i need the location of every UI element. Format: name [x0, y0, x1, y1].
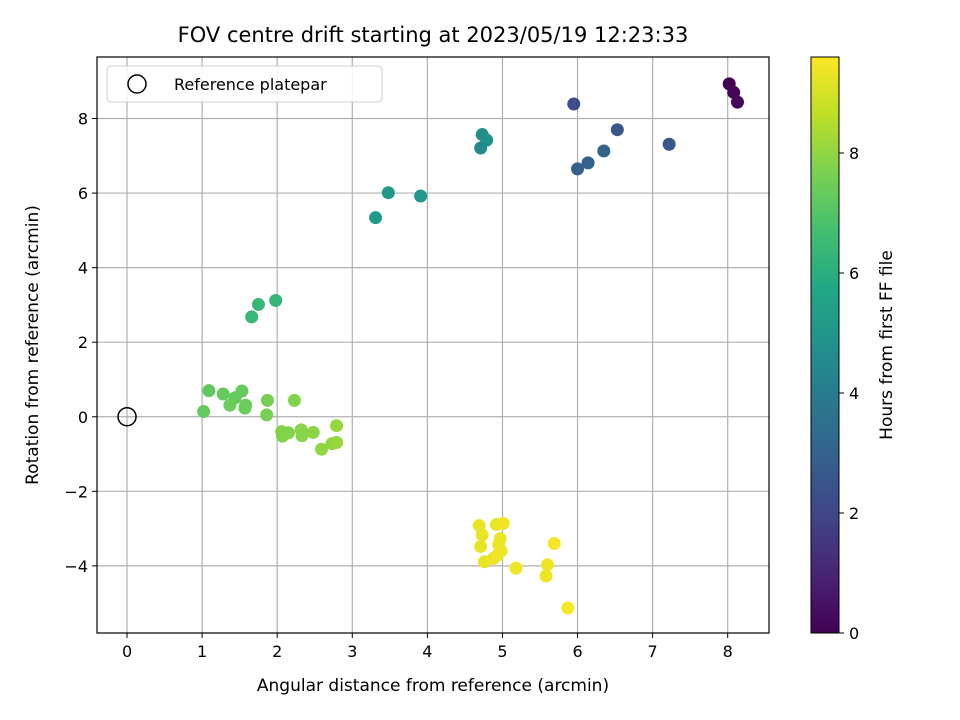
x-tick-label: 3: [347, 642, 357, 661]
data-point: [245, 310, 259, 324]
data-point: [238, 401, 252, 415]
y-tick-label: 6: [78, 184, 88, 203]
y-axis-ticks: −4 −2 0 2 4 6 8: [64, 110, 97, 576]
colorbar-tick-label: 4: [849, 384, 859, 403]
colorbar-title: Hours from first FF file: [877, 250, 897, 440]
data-point: [269, 293, 283, 307]
data-point: [223, 398, 237, 412]
data-point: [547, 537, 561, 551]
data-point: [275, 429, 289, 443]
x-axis-title: Angular distance from reference (arcmin): [257, 676, 609, 696]
data-point: [197, 405, 211, 419]
legend-label: Reference platepar: [174, 75, 327, 94]
reference-marker: [117, 407, 137, 427]
y-tick-label: 8: [78, 110, 88, 129]
y-tick-label: −4: [64, 557, 88, 576]
data-point: [369, 211, 383, 225]
legend-box: [106, 65, 383, 103]
data-point: [541, 558, 555, 572]
colorbar-tick-label: 6: [849, 264, 859, 283]
data-point: [315, 442, 329, 456]
y-axis-title: Rotation from reference (arcmin): [23, 205, 43, 485]
x-tick-label: 7: [648, 642, 658, 661]
x-tick-label: 0: [122, 642, 132, 661]
x-tick-label: 4: [422, 642, 432, 661]
data-point: [381, 186, 395, 200]
data-point: [509, 561, 523, 575]
colorbar-tick-label: 0: [849, 624, 859, 643]
data-point: [581, 156, 595, 170]
data-point: [539, 569, 553, 583]
data-point: [251, 298, 265, 312]
data-point: [475, 528, 489, 542]
colorbar-tick-label: 8: [849, 144, 859, 163]
x-tick-label: 1: [197, 642, 207, 661]
data-point: [610, 123, 624, 137]
data-point: [287, 393, 301, 407]
chart-title: FOV centre drift starting at 2023/05/19 …: [178, 23, 689, 47]
x-axis-ticks: 0 1 2 3 4 5 6 7 8: [122, 633, 733, 661]
data-point: [496, 516, 510, 530]
data-point: [571, 162, 585, 176]
y-tick-label: 4: [78, 259, 88, 278]
x-tick-label: 8: [723, 642, 733, 661]
legend-marker: [127, 74, 147, 94]
colorbar-ticks: 0 2 4 6 8: [839, 144, 859, 643]
data-point: [662, 137, 676, 151]
data-point: [567, 97, 581, 111]
data-point: [474, 540, 488, 554]
colorbar-tick-label: 2: [849, 504, 859, 523]
data-point: [330, 419, 344, 433]
y-tick-label: −2: [64, 482, 88, 501]
data-point: [474, 141, 488, 155]
grid-lines: [97, 57, 769, 633]
data-point: [202, 384, 216, 398]
y-tick-label: 0: [78, 408, 88, 427]
x-tick-label: 6: [572, 642, 582, 661]
data-point: [597, 144, 611, 158]
data-point: [330, 435, 344, 449]
data-point: [561, 601, 575, 615]
data-points: [197, 77, 744, 615]
data-point: [260, 408, 274, 422]
plot-frame: [96, 56, 770, 634]
x-tick-label: 5: [497, 642, 507, 661]
y-tick-label: 2: [78, 333, 88, 352]
legend: Reference platepar: [106, 65, 383, 103]
data-point: [295, 429, 309, 443]
data-point: [490, 548, 504, 562]
data-point: [260, 393, 274, 407]
colorbar: [810, 56, 840, 634]
data-point: [730, 95, 744, 109]
data-point: [414, 189, 428, 203]
data-point: [306, 425, 320, 439]
data-point: [216, 387, 230, 401]
x-tick-label: 2: [272, 642, 282, 661]
